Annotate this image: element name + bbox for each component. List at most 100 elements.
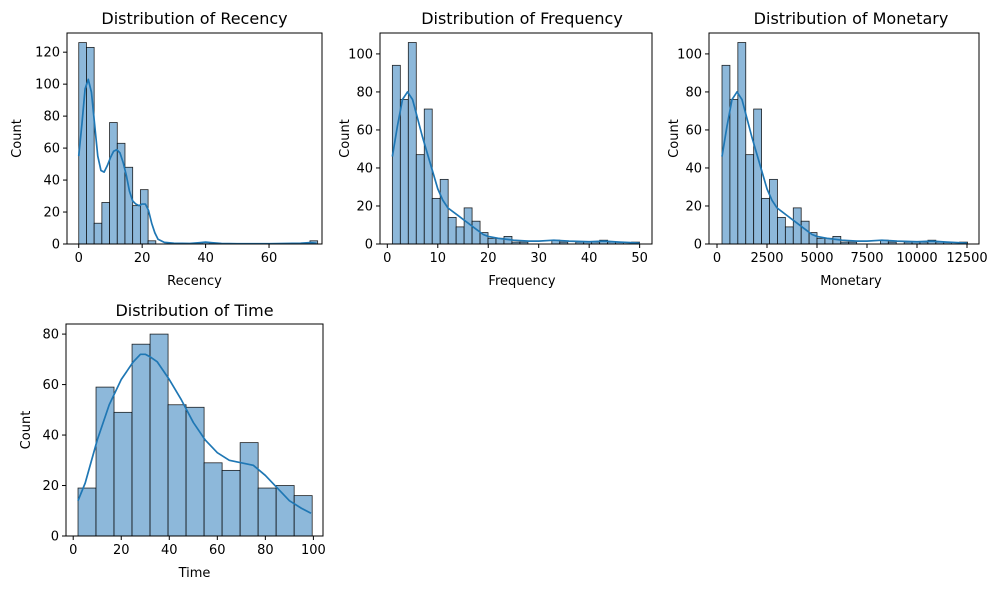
frequency-ytick-label: 60: [356, 123, 373, 138]
time-bar: [185, 406, 205, 537]
frequency-bar: [487, 237, 497, 245]
recency-ytick-label: 20: [43, 206, 60, 221]
monetary-xtick-label: 2500: [750, 251, 783, 266]
frequency-xtick-label: 10: [430, 251, 447, 266]
recency-bar: [132, 205, 141, 245]
recency-ytick-label: 120: [35, 46, 60, 61]
monetary-title: Distribution of Monetary: [754, 9, 949, 28]
frequency-bar: [455, 226, 465, 245]
frequency-bar: [415, 154, 425, 245]
frequency-bar: [407, 42, 417, 245]
recency-xtick-label: 60: [261, 251, 278, 266]
frequency-title: Distribution of Frequency: [421, 9, 623, 28]
time-xtick-label: 100: [301, 543, 326, 558]
monetary-kde-line: [721, 91, 968, 244]
time-bar: [113, 411, 133, 537]
time-bar: [167, 404, 187, 537]
recency-bar: [124, 166, 134, 245]
time-ytick-label: 40: [42, 429, 59, 444]
time-bar: [203, 462, 223, 537]
monetary-bar: [721, 64, 731, 245]
monetary-xtick-label: 12500: [946, 251, 987, 266]
time-ytick-label: 20: [42, 479, 59, 494]
monetary-bar: [816, 237, 826, 245]
recency-ytick-label: 40: [43, 174, 60, 189]
monetary-bar: [729, 99, 739, 245]
time-plot-area: [77, 333, 313, 537]
time-xtick-label: 40: [161, 543, 178, 558]
subplot-frequency: Distribution of Frequency Frequency Coun…: [338, 9, 653, 289]
recency-title: Distribution of Recency: [101, 9, 287, 28]
frequency-xlabel: Frequency: [488, 274, 555, 289]
recency-bar: [101, 202, 110, 245]
frequency-kde-line: [391, 91, 640, 244]
frequency-bar: [391, 64, 401, 245]
time-bar: [257, 487, 277, 537]
monetary-bar: [769, 178, 778, 245]
monetary-ytick-label: 100: [677, 47, 702, 62]
monetary-bar: [753, 108, 762, 245]
time-title: Distribution of Time: [115, 301, 273, 320]
frequency-ylabel: Count: [338, 119, 353, 158]
time-xtick-label: 60: [209, 543, 226, 558]
monetary-ylabel: Count: [667, 119, 682, 158]
time-ytick-label: 80: [42, 328, 59, 343]
time-xlabel: Time: [178, 566, 211, 581]
time-kde-line: [77, 353, 312, 515]
recency-kde-line: [77, 78, 317, 245]
frequency-xtick-label: 0: [383, 251, 391, 266]
recency-ytick-label: 80: [43, 110, 60, 125]
recency-xtick-label: 20: [134, 251, 151, 266]
monetary-bar: [737, 42, 747, 245]
time-bar: [131, 343, 151, 537]
frequency-ticks: 0 10 20 30 40 50 0 20 40 60 80 100: [348, 47, 648, 266]
time-ytick-label: 0: [51, 530, 59, 545]
frequency-ytick-label: 20: [356, 199, 373, 214]
recency-bar: [86, 46, 95, 245]
subplot-recency: Distribution of Recency Recency Count 0 2…: [10, 9, 323, 289]
recency-xtick-label: 0: [75, 251, 83, 266]
frequency-bar: [447, 216, 457, 245]
frequency-xtick-label: 30: [530, 251, 547, 266]
time-ylabel: Count: [19, 411, 34, 450]
monetary-xtick-label: 5000: [800, 251, 833, 266]
frequency-ytick-label: 0: [365, 238, 373, 253]
monetary-xlabel: Monetary: [820, 274, 882, 289]
time-bar: [95, 386, 115, 537]
recency-bar: [139, 189, 149, 245]
monetary-bar: [761, 197, 770, 245]
monetary-ytick-label: 20: [685, 199, 702, 214]
frequency-xtick-label: 20: [480, 251, 497, 266]
frequency-bar: [471, 220, 481, 245]
recency-ytick-label: 60: [43, 142, 60, 157]
frequency-ytick-label: 80: [356, 85, 373, 100]
monetary-bar: [777, 216, 786, 245]
monetary-bar: [745, 154, 755, 245]
monetary-xtick-label: 0: [713, 251, 721, 266]
recency-ylabel: Count: [10, 119, 25, 158]
recency-xlabel: Recency: [167, 274, 222, 289]
monetary-ytick-label: 0: [694, 238, 702, 253]
recency-axes-frame: [66, 32, 323, 245]
frequency-xtick-label: 40: [581, 251, 598, 266]
time-ticks: 0 20 40 60 80 100 0 20 40 60 80: [42, 328, 325, 558]
recency-ytick-label: 0: [52, 238, 60, 253]
monetary-ytick-label: 40: [685, 161, 702, 176]
frequency-bar: [399, 99, 409, 245]
subplot-monetary: Distribution of Monetary Monetary Count …: [667, 9, 988, 289]
frequency-bar: [423, 108, 433, 245]
recency-ytick-label: 100: [35, 78, 60, 93]
frequency-bar: [439, 178, 449, 245]
time-bar: [293, 495, 313, 537]
time-bar: [221, 469, 241, 537]
time-xtick-label: 20: [113, 543, 130, 558]
time-axes-frame: [65, 323, 324, 537]
monetary-bar: [800, 220, 810, 245]
time-ytick-label: 60: [42, 378, 59, 393]
monetary-axes-frame: [708, 32, 980, 245]
monetary-bar: [784, 226, 794, 245]
monetary-ytick-label: 80: [685, 85, 702, 100]
time-xtick-label: 80: [257, 543, 274, 558]
frequency-axes-frame: [379, 32, 653, 245]
